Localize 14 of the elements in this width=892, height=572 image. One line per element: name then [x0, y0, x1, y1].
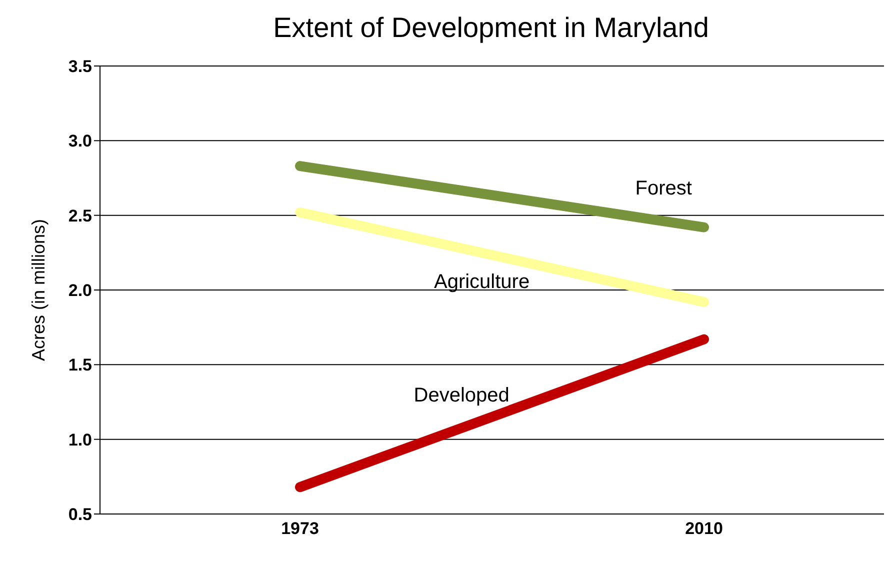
series-label: Forest: [635, 177, 692, 200]
y-tick-label: 2.0: [68, 281, 92, 300]
y-tick-label: 3.5: [68, 57, 92, 76]
y-tick-label: 2.5: [68, 206, 92, 226]
y-tick-label: 0.5: [68, 505, 92, 524]
series-label: Agriculture: [434, 270, 530, 293]
chart-title: Extent of Development in Maryland: [272, 11, 710, 45]
x-tick-label: 2010: [685, 519, 723, 538]
y-axis-title: Acres (in millions): [28, 218, 48, 362]
y-tick-label: 1.5: [68, 356, 92, 375]
x-tick-label: 1973: [281, 519, 319, 538]
series-label: Developed: [414, 384, 510, 406]
y-tick-label: 1.0: [68, 430, 92, 450]
y-tick-label: 3.0: [68, 132, 92, 151]
